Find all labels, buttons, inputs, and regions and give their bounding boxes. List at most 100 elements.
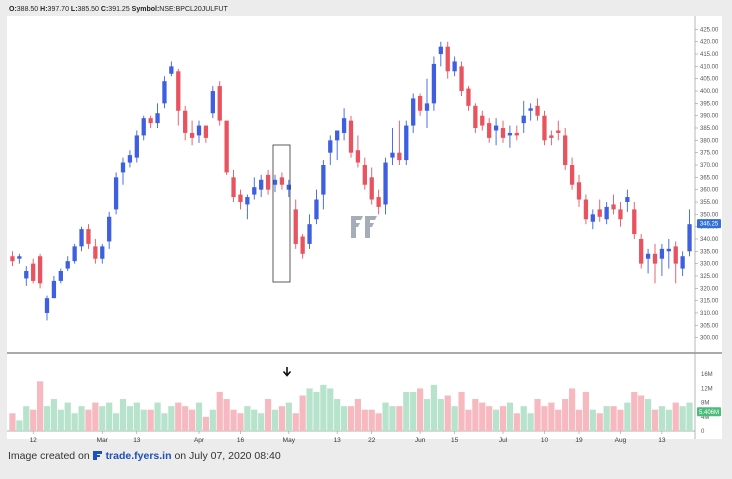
candle-body	[162, 81, 167, 104]
volume-bar	[244, 406, 251, 431]
volume-bar	[555, 409, 562, 431]
candle-body	[431, 63, 437, 104]
price-tick-label: 335.00	[700, 249, 719, 255]
candlesticks	[10, 41, 692, 321]
candle-body	[259, 179, 264, 190]
time-tick-label: 15	[451, 437, 459, 444]
candle-body	[466, 88, 471, 106]
volume-bar	[624, 402, 631, 431]
time-tick-label: Jun	[415, 437, 426, 444]
volume-bars	[9, 381, 693, 431]
time-tick-label: Jul	[499, 437, 508, 444]
volume-bar	[251, 409, 258, 431]
candle-body	[272, 179, 278, 185]
candle-body	[65, 261, 70, 269]
time-tick-label: 13	[133, 437, 141, 444]
candle-body	[652, 253, 658, 264]
volume-bar	[451, 406, 458, 431]
candle-body	[203, 125, 209, 138]
volume-bar	[271, 409, 279, 431]
candle-body	[176, 71, 181, 111]
candle-body	[79, 229, 84, 247]
volume-bar	[672, 402, 679, 431]
volume-tick-label: 12M	[701, 386, 713, 392]
candle-body	[438, 46, 443, 55]
volume-bar	[403, 391, 410, 431]
candle-body	[542, 115, 547, 141]
candle-body	[362, 165, 367, 185]
candle-body	[107, 216, 112, 242]
candle-body	[445, 46, 450, 72]
volume-bar	[313, 391, 320, 431]
volume-bar	[285, 402, 292, 431]
volume-bar	[237, 413, 244, 431]
candle-body	[286, 184, 291, 190]
candle-body	[252, 187, 257, 195]
volume-bar	[492, 409, 500, 431]
candle-body	[639, 238, 644, 264]
candle-body	[314, 199, 319, 220]
volume-bar	[306, 388, 313, 431]
candle-body	[500, 128, 506, 138]
candle-body	[335, 130, 340, 141]
volume-bar	[71, 413, 78, 431]
volume-axis: 16M 12M 8M 4M 0	[701, 372, 713, 435]
volume-bar	[582, 391, 590, 431]
volume-bar	[64, 402, 71, 431]
volume-bar	[368, 409, 375, 431]
candle-body	[673, 246, 678, 264]
candle-body	[480, 115, 485, 126]
candle-body	[341, 118, 347, 133]
footer-brand-link[interactable]: trade.fyers.in	[105, 450, 172, 462]
volume-bar	[106, 402, 113, 431]
candle-body	[459, 66, 464, 92]
candle-body	[528, 108, 533, 111]
candle-body	[625, 197, 630, 202]
svg-text:5.406M: 5.406M	[699, 410, 719, 416]
price-tick-label: 385.00	[700, 126, 719, 132]
volume-bar	[99, 406, 106, 431]
price-tick-label: 355.00	[700, 200, 719, 206]
price-tick-label: 415.00	[700, 52, 719, 58]
volume-bar	[161, 413, 168, 431]
volume-bar	[658, 406, 666, 431]
candle-body	[141, 118, 146, 136]
candle-body	[93, 246, 98, 259]
time-tick-label: 19	[575, 437, 583, 444]
candle-body	[417, 95, 423, 111]
candle-body	[583, 199, 589, 220]
candle-body	[169, 66, 174, 74]
candle-body	[231, 177, 236, 198]
volume-bar	[527, 413, 534, 431]
candle-body	[155, 113, 160, 124]
footer-credit: Image created on trade.fyers.in on July …	[8, 450, 281, 462]
volume-tick-label: 16M	[701, 372, 713, 378]
volume-bar	[320, 384, 327, 431]
candle-body	[569, 165, 575, 185]
price-tick-label: 425.00	[700, 27, 719, 33]
volume-bar	[327, 388, 334, 431]
candle-body	[279, 177, 285, 185]
volume-bar	[444, 395, 451, 431]
candle-body	[120, 162, 126, 173]
fyers-logo-icon	[92, 451, 103, 460]
volume-tick-label: 0	[701, 429, 705, 435]
candle-body	[293, 209, 298, 244]
candle-body	[307, 224, 312, 244]
candle-body	[507, 132, 513, 136]
candle-body	[369, 177, 374, 200]
candle-body	[549, 135, 554, 138]
volume-bar	[548, 402, 555, 431]
candle-body	[51, 280, 57, 299]
candle-body	[37, 256, 43, 284]
candle-body	[390, 152, 395, 158]
candle-body	[355, 150, 361, 163]
volume-bar	[292, 413, 299, 431]
volume-bar	[651, 409, 659, 431]
time-tick-label: Mar	[97, 437, 109, 444]
candle-body	[473, 105, 478, 129]
candle-body	[224, 120, 229, 173]
volume-bar	[92, 402, 99, 431]
symbol-label: Symbol:	[131, 6, 160, 13]
